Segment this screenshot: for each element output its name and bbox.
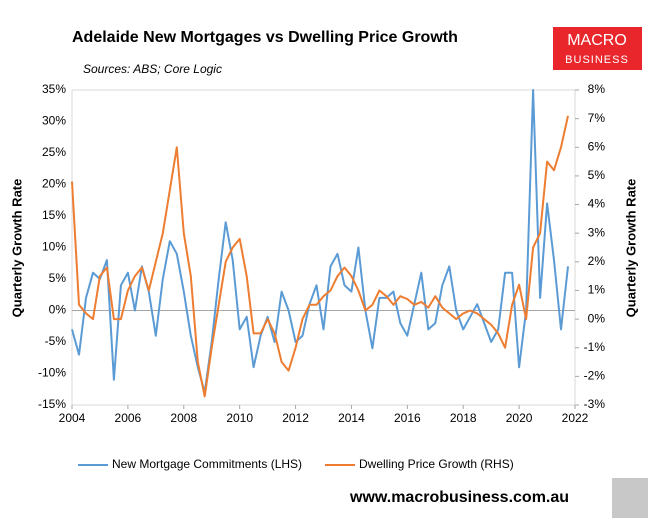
- y2-tick-label: 6%: [588, 139, 606, 153]
- x-tick-label: 2018: [450, 411, 477, 425]
- x-tick-label: 2012: [282, 411, 309, 425]
- footer: www.macrobusiness.com.au: [349, 489, 569, 506]
- y2-axis-label: Quarterly Growth Rate: [623, 179, 638, 318]
- y2-tick-label: 8%: [588, 82, 606, 96]
- series-line: [71, 89, 569, 394]
- y2-tick-label: -2%: [584, 369, 606, 383]
- chart-title: Adelaide New Mortgages vs Dwelling Price…: [72, 29, 458, 46]
- y-tick-label: 30%: [42, 114, 66, 128]
- y-axis-label: Quarterly Growth Rate: [9, 179, 24, 318]
- logo-text: BUSINESS: [565, 54, 629, 66]
- y-tick-label: 25%: [42, 145, 66, 159]
- y2-tick-label: -3%: [584, 397, 606, 411]
- logo-text: MACRO: [567, 32, 627, 49]
- y-tick-label: 35%: [42, 82, 66, 96]
- y2-tick-label: 2%: [588, 254, 606, 268]
- y-tick-label: -5%: [45, 334, 67, 348]
- plot-area: [71, 89, 576, 406]
- y2-tick-label: 0%: [588, 311, 606, 325]
- y-tick-label: 5%: [49, 271, 67, 285]
- wolf-icon: [612, 478, 648, 518]
- legend-label: Dwelling Price Growth (RHS): [359, 457, 514, 471]
- y-tick-label: -10%: [38, 366, 66, 380]
- x-tick-label: 2008: [170, 411, 197, 425]
- y2-tick-label: 7%: [588, 111, 606, 125]
- y2-tick-label: 4%: [588, 197, 606, 211]
- series-line: [71, 115, 569, 398]
- y-tick-label: 20%: [42, 177, 66, 191]
- x-tick-label: 2014: [338, 411, 365, 425]
- y2-tick-label: 3%: [588, 225, 606, 239]
- y-tick-label: 15%: [42, 208, 66, 222]
- y2-tick-label: 5%: [588, 168, 606, 182]
- chart-subtitle: Sources: ABS; Core Logic: [83, 62, 222, 76]
- x-tick-label: 2010: [226, 411, 253, 425]
- y-tick-label: -15%: [38, 397, 66, 411]
- x-tick-label: 2022: [562, 411, 589, 425]
- x-tick-label: 2020: [506, 411, 533, 425]
- y2-tick-label: -1%: [584, 340, 606, 354]
- x-tick-label: 2004: [59, 411, 86, 425]
- x-tick-label: 2006: [115, 411, 142, 425]
- x-tick-label: 2016: [394, 411, 421, 425]
- y-tick-label: 0%: [49, 303, 67, 317]
- y-tick-label: 10%: [42, 240, 66, 254]
- legend-label: New Mortgage Commitments (LHS): [112, 457, 302, 471]
- y2-tick-label: 1%: [588, 283, 606, 297]
- logo-box: [553, 27, 642, 70]
